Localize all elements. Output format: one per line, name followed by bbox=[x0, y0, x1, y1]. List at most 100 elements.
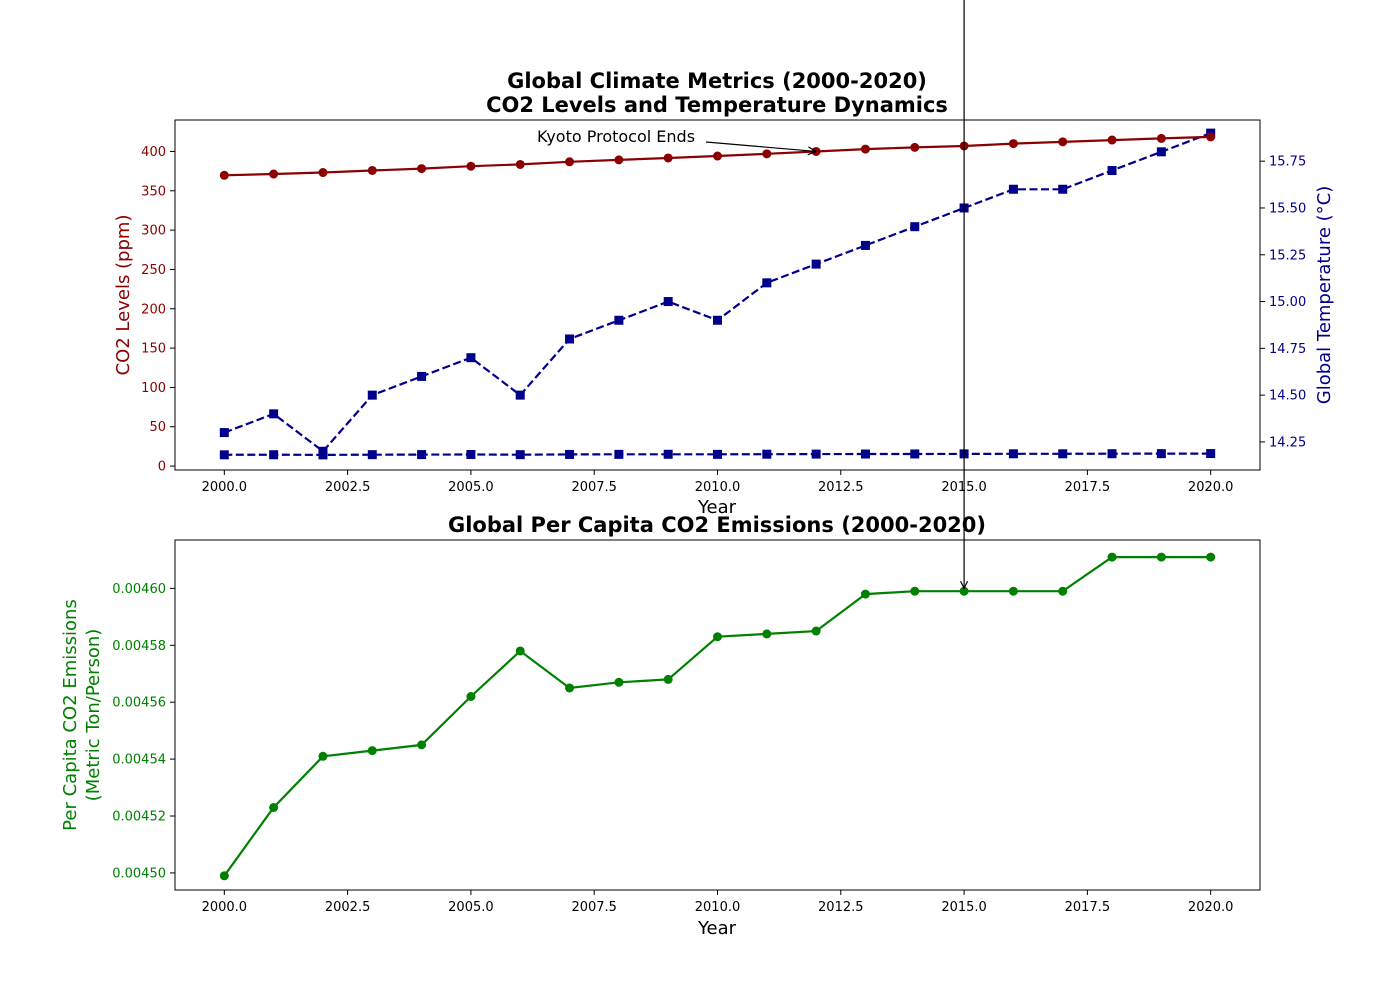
temperature-on-ppm-axis-series-point bbox=[1058, 449, 1068, 459]
top-x-tick-label: 2010.0 bbox=[695, 480, 741, 495]
bottom-x-tick-label: 2000.0 bbox=[202, 900, 248, 915]
bottom-x-tick-label: 2002.5 bbox=[325, 900, 371, 915]
temperature-series-point bbox=[565, 334, 575, 344]
per-capita-series-point bbox=[614, 677, 624, 687]
bottom-chart-title: Global Per Capita CO2 Emissions (2000-20… bbox=[448, 513, 986, 537]
co2-series-point bbox=[1058, 137, 1068, 147]
co2-series-point bbox=[515, 159, 525, 169]
temperature-on-ppm-axis-series-point bbox=[1206, 449, 1216, 459]
per-capita-series-point bbox=[269, 802, 279, 812]
bottom-y-tick-label: 0.00454 bbox=[112, 753, 166, 768]
top-right-y-tick-label: 14.50 bbox=[1269, 389, 1306, 404]
per-capita-emissions-chart: Global Per Capita CO2 Emissions (2000-20… bbox=[60, 513, 1261, 939]
kyoto-annotation-text: Kyoto Protocol Ends bbox=[537, 127, 695, 146]
per-capita-series-point bbox=[565, 683, 575, 693]
temperature-series-point bbox=[318, 446, 328, 456]
co2-series-point bbox=[910, 142, 920, 152]
top-x-tick-label: 2002.5 bbox=[325, 480, 371, 495]
bottom-x-tick-label: 2012.5 bbox=[818, 900, 864, 915]
top-right-y-tick-label: 15.00 bbox=[1269, 295, 1306, 310]
temperature-on-ppm-axis-series-point bbox=[614, 449, 624, 459]
temperature-series-point bbox=[515, 390, 525, 400]
temperature-series-point bbox=[1008, 184, 1018, 194]
temperature-series-point bbox=[910, 222, 920, 232]
co2-series-point bbox=[860, 144, 870, 154]
per-capita-series-point bbox=[318, 751, 328, 761]
temperature-series-point bbox=[762, 278, 772, 288]
top-x-tick-label: 2007.5 bbox=[571, 480, 617, 495]
bottom-y-ticks: 0.00450 0.00452 0.00454 0.00456 0.00458 0.004… bbox=[112, 582, 175, 881]
top-chart-title: Global Climate Metrics (2000-2020) bbox=[507, 69, 927, 93]
bottom-y-tick-label: 0.00458 bbox=[112, 639, 166, 654]
bottom-x-tick-label: 2020.0 bbox=[1188, 900, 1234, 915]
bottom-series-group bbox=[219, 552, 1216, 881]
per-capita-series-point bbox=[466, 692, 476, 702]
bottom-x-tick-label: 2010.0 bbox=[695, 900, 741, 915]
temperature-on-ppm-axis-series-point bbox=[663, 449, 673, 459]
bottom-x-tick-label: 2017.5 bbox=[1065, 900, 1111, 915]
temperature-on-ppm-axis-series-point bbox=[1156, 449, 1166, 459]
temperature-on-ppm-axis-series-point bbox=[367, 450, 377, 460]
top-right-y-tick-label: 15.75 bbox=[1269, 155, 1306, 170]
co2-series-point bbox=[713, 151, 722, 161]
top-chart-subtitle: CO2 Levels and Temperature Dynamics bbox=[486, 93, 948, 117]
per-capita-series-point bbox=[910, 586, 920, 596]
kyoto-arrow-shaft bbox=[705, 141, 817, 153]
bottom-y-tick-label: 0.00450 bbox=[112, 866, 166, 881]
bottom-y-tick-label: 0.00456 bbox=[112, 696, 166, 711]
co2-series-point bbox=[466, 161, 476, 171]
top-x-ticks: 2000.0 2002.5 2005.0 2007.5 2010.0 2012.5 2015… bbox=[202, 470, 1233, 495]
temperature-on-ppm-axis-series-point bbox=[515, 450, 525, 460]
top-right-y-tick-label: 14.25 bbox=[1269, 435, 1306, 450]
top-left-y-tick-label: 50 bbox=[149, 420, 166, 435]
temperature-on-ppm-axis-series-point bbox=[910, 449, 920, 459]
bottom-y-tick-label: 0.00460 bbox=[112, 582, 166, 597]
per-capita-series-point bbox=[860, 589, 870, 599]
per-capita-series-point bbox=[713, 632, 722, 642]
co2-series-point bbox=[1156, 133, 1166, 143]
temperature-on-ppm-axis-series-point bbox=[811, 449, 821, 459]
top-left-y-tick-label: 0 bbox=[158, 460, 166, 475]
co2-series-point bbox=[762, 149, 772, 159]
climate-metrics-chart: Global Climate Metrics (2000-2020) CO2 L… bbox=[113, 69, 1335, 518]
co2-series-point bbox=[1008, 139, 1018, 149]
co2-series-point bbox=[318, 168, 328, 178]
temperature-on-ppm-axis-series-point bbox=[762, 449, 772, 459]
bottom-x-ticks: 2000.0 2002.5 2005.0 2007.5 2010.0 2012.5 2015… bbox=[202, 890, 1234, 915]
per-capita-series-point bbox=[1058, 586, 1068, 596]
top-left-y-tick-label: 300 bbox=[141, 224, 166, 239]
kyoto-arrow-head bbox=[807, 146, 818, 156]
per-capita-series-point bbox=[219, 871, 229, 881]
co2-series-point bbox=[367, 165, 377, 175]
co2-series-point bbox=[614, 155, 624, 165]
per-capita-series-point bbox=[663, 674, 673, 684]
top-x-tick-label: 2012.5 bbox=[818, 480, 864, 495]
top-left-axis-label: CO2 Levels (ppm) bbox=[113, 215, 134, 376]
temperature-on-ppm-axis-series-point bbox=[269, 450, 279, 460]
temperature-on-ppm-axis-series-point bbox=[1008, 449, 1018, 459]
bottom-y-axis-label-line2: (Metric Ton/Person) bbox=[83, 629, 104, 802]
top-left-y-tick-label: 250 bbox=[141, 263, 166, 278]
temperature-on-ppm-axis-series-point bbox=[565, 449, 575, 459]
temperature-series-point bbox=[1156, 147, 1166, 157]
temperature-series-point bbox=[860, 240, 870, 250]
per-capita-series-point bbox=[1107, 552, 1117, 562]
temperature-on-ppm-axis-series-point bbox=[860, 449, 870, 459]
top-x-tick-label: 2005.0 bbox=[448, 480, 494, 495]
temperature-series-point bbox=[367, 390, 377, 400]
top-left-y-tick-label: 400 bbox=[141, 145, 166, 160]
co2-series-point bbox=[269, 169, 279, 179]
top-x-axis-label: Year bbox=[697, 497, 737, 518]
per-capita-series-point bbox=[762, 629, 772, 639]
co2-series-point bbox=[565, 157, 575, 167]
kyoto-annotation-arrow bbox=[705, 141, 818, 156]
top-right-y-tick-label: 14.75 bbox=[1269, 342, 1306, 357]
top-right-y-tick-label: 15.50 bbox=[1269, 201, 1306, 216]
top-left-y-tick-label: 150 bbox=[141, 342, 166, 357]
top-left-y-tick-label: 350 bbox=[141, 184, 166, 199]
temperature-series-point bbox=[713, 315, 722, 325]
temperature-series-point bbox=[417, 371, 427, 381]
overlay-group bbox=[960, 0, 969, 590]
